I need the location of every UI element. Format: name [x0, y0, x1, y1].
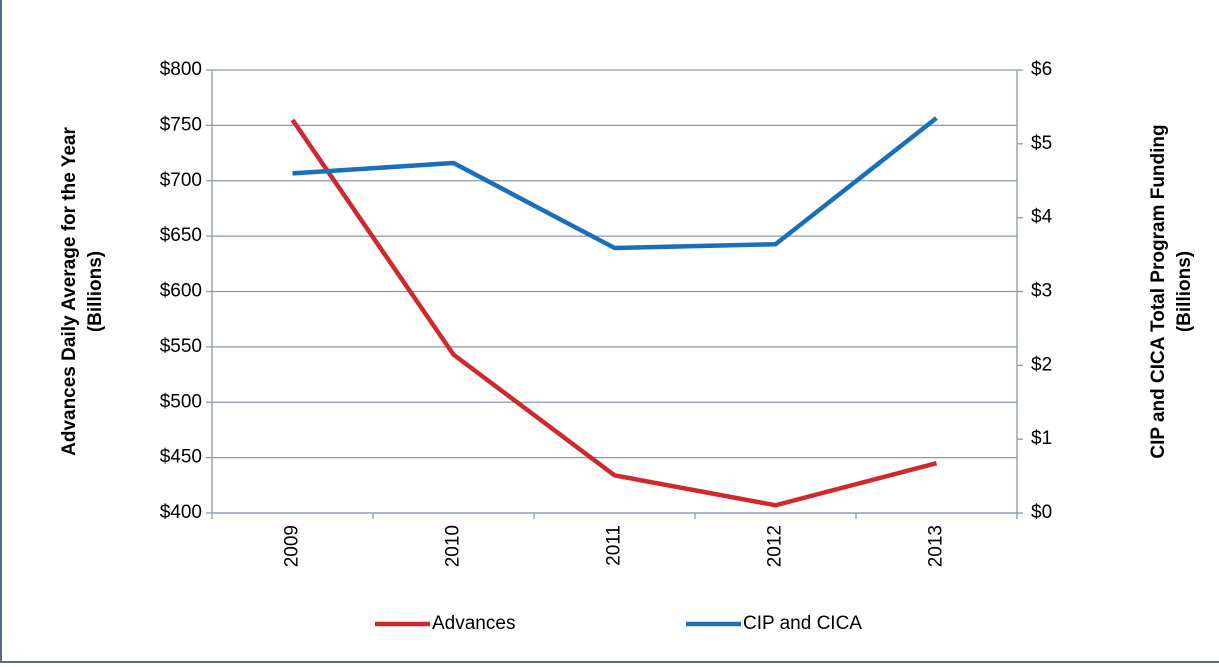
x-tick-label: 2013 [926, 525, 947, 567]
y2-axis-title: CIP and CICA Total Program Funding [1148, 124, 1169, 458]
y-tick-label: $450 [160, 447, 202, 468]
x-tick-label: 2012 [765, 525, 786, 567]
y-axis-title: Advances Daily Average for the Year [59, 127, 80, 456]
y-tick-label: $750 [160, 114, 202, 135]
y-tick-label: $550 [160, 336, 202, 357]
y2-tick-label: $6 [1031, 59, 1052, 80]
y-tick-label: $650 [160, 225, 202, 246]
y2-axis-title: (Billions) [1174, 251, 1195, 332]
line-series [290, 118, 938, 508]
line-series [292, 116, 938, 251]
y-tick-label: $500 [160, 391, 202, 412]
y2-tick-label: $3 [1031, 281, 1052, 302]
y-axis-title: (Billions) [85, 251, 106, 332]
x-tick-label: 2009 [282, 525, 303, 567]
legend-label: Advances [432, 613, 515, 634]
legend-label: CIP and CICA [743, 613, 862, 634]
y-tick-label: $700 [160, 170, 202, 191]
y2-tick-label: $4 [1031, 207, 1053, 228]
y2-tick-label: $2 [1031, 354, 1052, 375]
x-tick-label: 2011 [604, 525, 625, 566]
y2-tick-label: $1 [1031, 428, 1052, 449]
x-tick-label: 2010 [443, 525, 464, 567]
y2-tick-label: $5 [1031, 133, 1052, 154]
y-tick-label: $600 [160, 281, 202, 302]
y2-tick-label: $0 [1031, 502, 1052, 523]
y-tick-label: $400 [160, 502, 202, 523]
y-tick-label: $800 [160, 59, 202, 80]
